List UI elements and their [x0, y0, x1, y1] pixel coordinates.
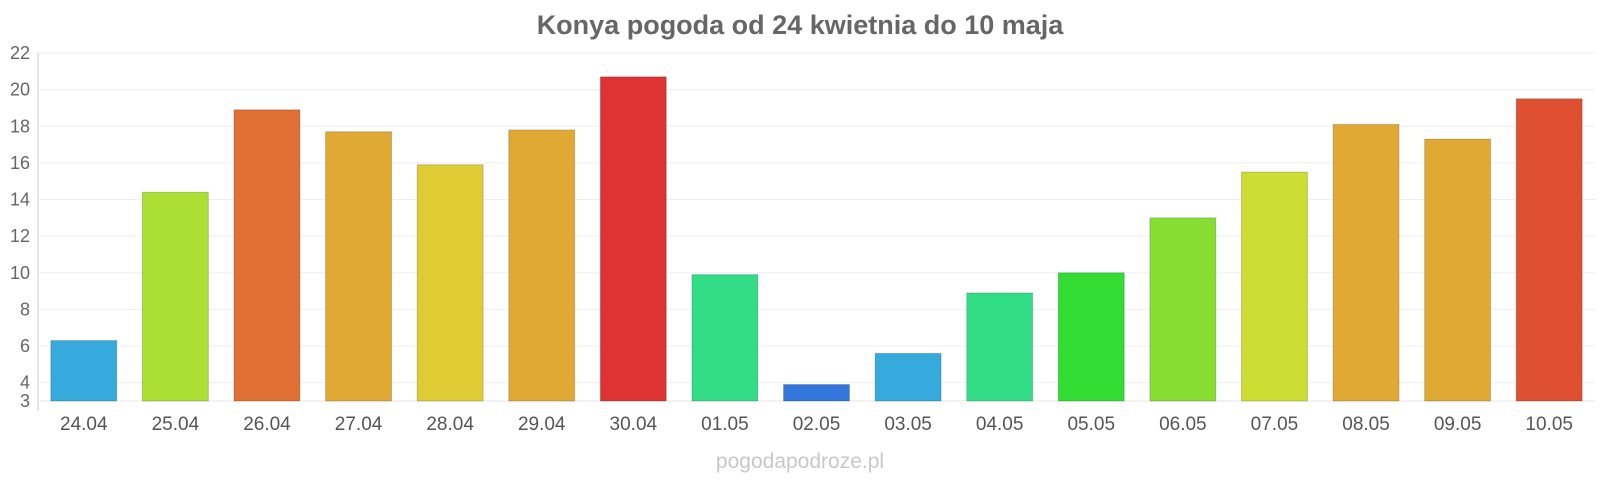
y-tick-label: 14 — [10, 190, 30, 210]
bar-04.05 — [966, 292, 1034, 402]
x-tick-label: 26.04 — [243, 414, 291, 435]
bar-28.04 — [416, 164, 484, 402]
x-tick-label: 10.05 — [1525, 414, 1573, 435]
x-tick-label: 24.04 — [60, 414, 108, 435]
bar-06.05 — [1149, 217, 1217, 402]
x-tick-label: 03.05 — [884, 414, 932, 435]
y-tick-label: 10 — [10, 263, 30, 283]
x-tick-label: 07.05 — [1251, 414, 1299, 435]
bar-02.05 — [783, 384, 850, 402]
x-tick-label: 09.05 — [1434, 414, 1482, 435]
bar-25.04 — [141, 191, 209, 402]
bar-10.05 — [1515, 98, 1583, 402]
x-tick-label: 30.04 — [610, 414, 658, 435]
x-tick-label: 05.05 — [1067, 414, 1115, 435]
bar-08.05 — [1332, 123, 1400, 402]
chart-title: Konya pogoda od 24 kwietnia do 10 maja — [536, 10, 1064, 40]
x-tick-label: 04.05 — [976, 414, 1024, 435]
y-tick-label: 6 — [20, 336, 30, 356]
bar-05.05 — [1057, 272, 1125, 402]
x-tick-label: 29.04 — [518, 414, 566, 435]
y-tick-label: 18 — [10, 116, 30, 136]
bars — [50, 76, 1583, 402]
y-tick-label: 8 — [20, 299, 30, 319]
x-tick-label: 25.04 — [152, 414, 200, 435]
y-tick-label: 20 — [10, 80, 30, 100]
y-tick-label: 16 — [10, 153, 30, 173]
bar-01.05 — [691, 274, 759, 402]
y-tick-label: 12 — [10, 226, 30, 246]
y-axis-ticks: 34 6 8 10 12 14 16 18 20 22 — [10, 43, 30, 411]
y-tick-label: 4 — [20, 373, 30, 393]
bar-24.04 — [50, 340, 118, 402]
x-axis-ticks: 24.04 25.04 26.04 27.04 28.04 29.04 30.04 01.05… — [60, 414, 1573, 435]
bar-29.04 — [508, 129, 576, 402]
x-tick-label: 06.05 — [1159, 414, 1207, 435]
bar-27.04 — [325, 131, 393, 402]
bar-26.04 — [233, 109, 301, 402]
y-tick-label: 22 — [10, 43, 30, 63]
y-tick-label: 3 — [20, 391, 30, 411]
bar-07.05 — [1240, 171, 1308, 402]
bar-30.04 — [599, 76, 667, 402]
x-tick-label: 28.04 — [426, 414, 474, 435]
watermark: pogodapodroze.pl — [715, 450, 885, 473]
x-tick-label: 27.04 — [335, 414, 383, 435]
x-tick-label: 01.05 — [701, 414, 749, 435]
x-tick-label: 08.05 — [1342, 414, 1390, 435]
bar-03.05 — [874, 352, 942, 402]
bar-09.05 — [1424, 138, 1492, 402]
x-tick-label: 02.05 — [793, 414, 841, 435]
